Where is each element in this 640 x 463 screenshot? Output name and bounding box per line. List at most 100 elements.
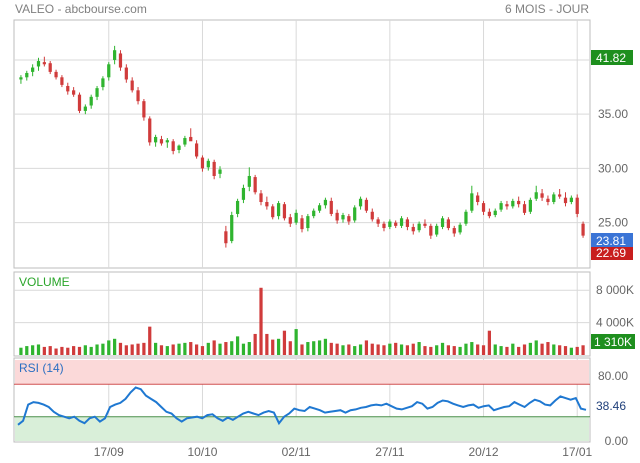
candle (329, 197, 333, 217)
volume-bar (48, 346, 52, 355)
candle (171, 139, 175, 155)
svg-text:1 310K: 1 310K (594, 335, 632, 349)
volume-bar (60, 346, 64, 355)
candle (235, 198, 240, 218)
rsi-tick-label: 0.00 (605, 434, 629, 448)
candle (528, 197, 532, 214)
candle (575, 194, 579, 218)
volume-bar (388, 343, 392, 355)
volume-bar (89, 346, 93, 355)
price-tick-label: 35.00 (598, 107, 628, 121)
volume-bar (171, 344, 175, 355)
volume-bar (505, 346, 509, 355)
volume-bar (335, 343, 339, 355)
candle (212, 159, 216, 180)
svg-text:22.69: 22.69 (596, 246, 626, 260)
candle (224, 225, 228, 248)
candle (546, 195, 550, 206)
candle (77, 92, 82, 114)
volume-bar (364, 340, 369, 355)
volume-bar (329, 342, 333, 355)
candle (394, 220, 398, 229)
candle (124, 64, 128, 83)
rsi-oversold-zone (15, 416, 589, 441)
candle (206, 158, 210, 171)
candle (312, 208, 316, 219)
candle (376, 217, 380, 227)
candle (493, 208, 497, 218)
volume-bar (153, 342, 158, 355)
candle (476, 192, 480, 206)
volume-bar (177, 343, 181, 355)
candle (230, 211, 234, 244)
chart-title: VALEO - abcbourse.com (15, 2, 147, 16)
volume-bars (19, 287, 585, 355)
volume-bar (347, 344, 351, 355)
candle (435, 223, 439, 237)
candle (165, 138, 169, 148)
volume-bar (370, 343, 374, 355)
volume-bar (546, 342, 550, 355)
volume-bar (113, 338, 117, 355)
x-tick-label: 17/01 (562, 445, 592, 459)
candle (534, 185, 538, 201)
rsi-overbought-zone (15, 360, 589, 385)
candle (118, 50, 123, 71)
volume-bar (411, 343, 415, 355)
candle (282, 202, 287, 221)
svg-text:38.46: 38.46 (596, 399, 626, 413)
candle (265, 196, 269, 210)
volume-bar (42, 346, 46, 355)
candle (48, 61, 52, 75)
volume-bar (522, 344, 527, 355)
volume-bar (528, 342, 532, 355)
candle (341, 212, 345, 223)
volume-bar (265, 333, 269, 355)
candle (335, 209, 339, 224)
candle (19, 75, 23, 84)
volume-bar (540, 343, 544, 355)
candle (294, 209, 298, 225)
volume-bar (341, 345, 345, 355)
candle (370, 208, 374, 222)
volume-bar (429, 346, 433, 355)
volume-bar (493, 344, 497, 355)
candle (159, 135, 164, 146)
volume-bar (276, 338, 281, 355)
volume-bar (189, 342, 193, 355)
rsi-tick-label: 80.00 (598, 369, 628, 383)
badge-low: 22.69 (591, 246, 633, 260)
volume-bar (405, 345, 410, 355)
candle (183, 135, 187, 147)
volume-bar (218, 343, 222, 355)
candle (72, 87, 76, 97)
volume-bar (165, 346, 169, 355)
candle (411, 223, 415, 235)
candle (95, 85, 99, 101)
volume-bar (118, 342, 123, 355)
svg-text:41.82: 41.82 (596, 51, 626, 65)
volume-bar (300, 344, 304, 355)
volume-bar (452, 346, 456, 355)
volume-bar (83, 345, 87, 355)
volume-bar (382, 345, 386, 355)
volume-bar (317, 340, 322, 355)
volume-bar (487, 330, 491, 355)
badge-last: 23.81 (591, 233, 633, 248)
candle (511, 198, 515, 209)
candle (25, 70, 29, 81)
candle (388, 219, 392, 230)
candle (253, 174, 257, 195)
volume-bar (511, 343, 515, 355)
volume-bar (282, 330, 287, 355)
candle (142, 98, 146, 121)
candle (200, 155, 205, 172)
candle (452, 225, 456, 237)
volume-bar (206, 342, 210, 355)
volume-bar (499, 346, 503, 355)
volume-label: VOLUME (19, 275, 70, 289)
candle (136, 87, 140, 105)
volume-bar (558, 345, 562, 355)
volume-panel (13, 271, 591, 357)
volume-bar (470, 342, 474, 355)
